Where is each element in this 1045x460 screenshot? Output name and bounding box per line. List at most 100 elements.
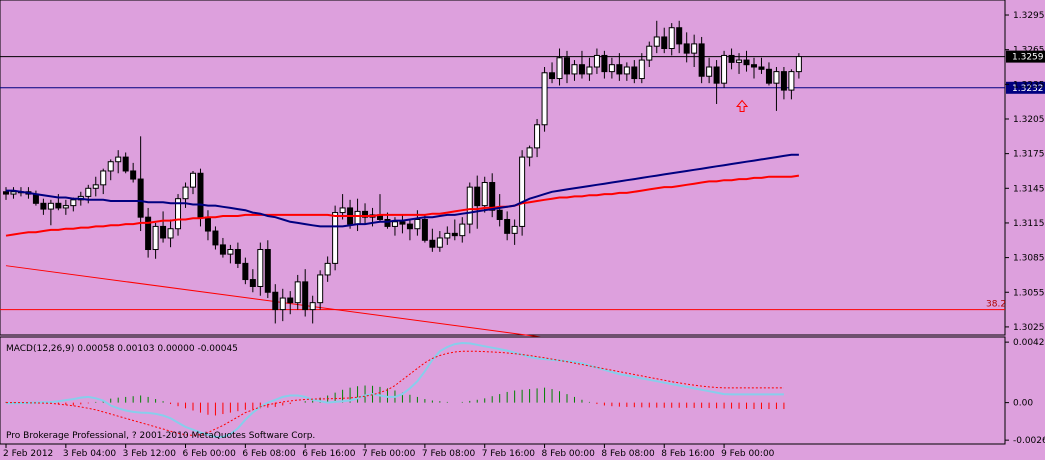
horizontal-levels[interactable]: 1.3259 1.3232 38.2 <box>0 50 1045 311</box>
arrow-up-icon <box>736 99 749 112</box>
candle-down <box>40 202 47 210</box>
time-tick-label: 6 Feb 16:00 <box>302 449 356 459</box>
candle-up <box>100 170 107 186</box>
candle-down <box>631 66 638 80</box>
time-tick-label: 8 Feb 08:00 <box>601 449 655 459</box>
candle-up <box>586 66 593 75</box>
current-price-label: 1.3259 <box>1012 53 1044 63</box>
candle-up <box>736 59 743 63</box>
candle-up <box>646 45 653 61</box>
price-tick-label: 1.3085 <box>1013 254 1045 264</box>
candle-down <box>496 209 503 220</box>
candle-up <box>556 57 563 80</box>
candle-down <box>242 262 249 281</box>
candle-down <box>264 249 271 293</box>
candle-down <box>780 71 787 91</box>
candle-up <box>317 274 324 304</box>
candle-down <box>489 182 496 211</box>
time-tick-label: 6 Feb 00:00 <box>183 449 237 459</box>
candle-down <box>474 186 481 207</box>
price-pane[interactable]: 1.3259 1.3232 38.2 1.3295 1.3265 1.3235 1.320… <box>0 0 1045 339</box>
candle-down <box>504 218 511 234</box>
candle-down <box>384 218 391 227</box>
price-tick-label: 1.3025 <box>1013 323 1045 333</box>
time-axis: 2 Feb 2012 3 Feb 04:00 3 Feb 12:00 6 Feb 00… <box>3 444 775 459</box>
time-tick-label: 8 Feb 00:00 <box>542 449 596 459</box>
candle-down <box>3 191 9 195</box>
candle-up <box>668 27 675 50</box>
candle-up <box>47 202 54 210</box>
candle-down <box>55 202 62 209</box>
candle-down <box>698 43 705 77</box>
candle-down <box>451 232 458 237</box>
candle-down <box>601 54 608 73</box>
candle-up <box>541 72 548 126</box>
candle-down <box>406 223 413 230</box>
candle-up <box>773 71 780 84</box>
candle-up <box>70 199 77 207</box>
time-tick-label: 6 Feb 08:00 <box>242 449 296 459</box>
macd-pane-frame <box>0 336 1006 445</box>
candle-up <box>227 249 234 255</box>
candle-up <box>466 186 473 225</box>
candle-up <box>526 147 533 158</box>
candle-up <box>721 54 728 84</box>
candle-down <box>234 249 241 264</box>
marked-level-label: 1.3232 <box>1012 84 1044 94</box>
candle-up <box>332 212 339 264</box>
candle-up <box>294 281 301 304</box>
time-tick-label: 7 Feb 08:00 <box>422 449 476 459</box>
candle-down <box>32 193 39 204</box>
price-pane-frame <box>0 0 1006 336</box>
candle-down <box>302 281 309 311</box>
arrow-marker[interactable] <box>736 99 749 112</box>
time-tick-label: 3 Feb 12:00 <box>123 449 177 459</box>
macd-tick-label: 0.00 <box>1013 399 1033 409</box>
macd-pane[interactable]: MACD(12,26,9) 0.00058 0.00103 0.00000 -0… <box>0 336 1045 446</box>
price-axis: 1.3295 1.3265 1.3235 1.3205 1.3175 1.3145 1.31… <box>1005 11 1045 333</box>
candle-up <box>534 124 541 149</box>
candle-down <box>137 178 144 218</box>
candle-up <box>481 182 488 207</box>
price-tick-label: 1.3115 <box>1013 219 1045 229</box>
candle-down <box>751 64 757 68</box>
candle-down <box>578 64 585 75</box>
current-price-box <box>1006 50 1045 63</box>
candle-up <box>62 205 69 209</box>
candle-up <box>167 228 174 239</box>
candle-up <box>706 66 713 77</box>
macd-signal-line <box>6 350 784 436</box>
candle-up <box>788 71 795 91</box>
candle-up <box>623 66 630 75</box>
candle-down <box>362 210 369 218</box>
candle-up <box>152 225 159 251</box>
candle-down <box>219 244 226 255</box>
macd-tick-label: -0.00263 <box>1013 436 1045 446</box>
time-tick-label: 3 Feb 04:00 <box>63 449 117 459</box>
candle-down <box>421 218 428 241</box>
trendline-line <box>5 265 553 339</box>
candle-up <box>436 237 443 248</box>
candle-down <box>249 279 256 287</box>
candle-down <box>122 156 129 172</box>
candles <box>3 20 802 324</box>
price-tick-label: 1.3145 <box>1013 184 1045 194</box>
macd-tick-label: 0.00424 <box>1013 338 1045 348</box>
candle-down <box>399 221 406 225</box>
candle-down <box>212 230 219 246</box>
ma-blue-line <box>6 153 799 228</box>
candle-up <box>691 43 698 54</box>
candle-up <box>309 302 316 311</box>
candle-down <box>429 239 436 248</box>
price-tick-label: 1.3205 <box>1013 115 1045 125</box>
candle-up <box>107 161 114 172</box>
candle-down <box>728 54 735 63</box>
candle-down <box>765 68 772 84</box>
candle-down <box>272 291 279 311</box>
price-tick-label: 1.3055 <box>1013 288 1045 298</box>
candle-up <box>519 156 526 227</box>
candle-up <box>795 56 802 73</box>
trendline[interactable] <box>5 265 553 339</box>
candle-up <box>115 156 122 163</box>
